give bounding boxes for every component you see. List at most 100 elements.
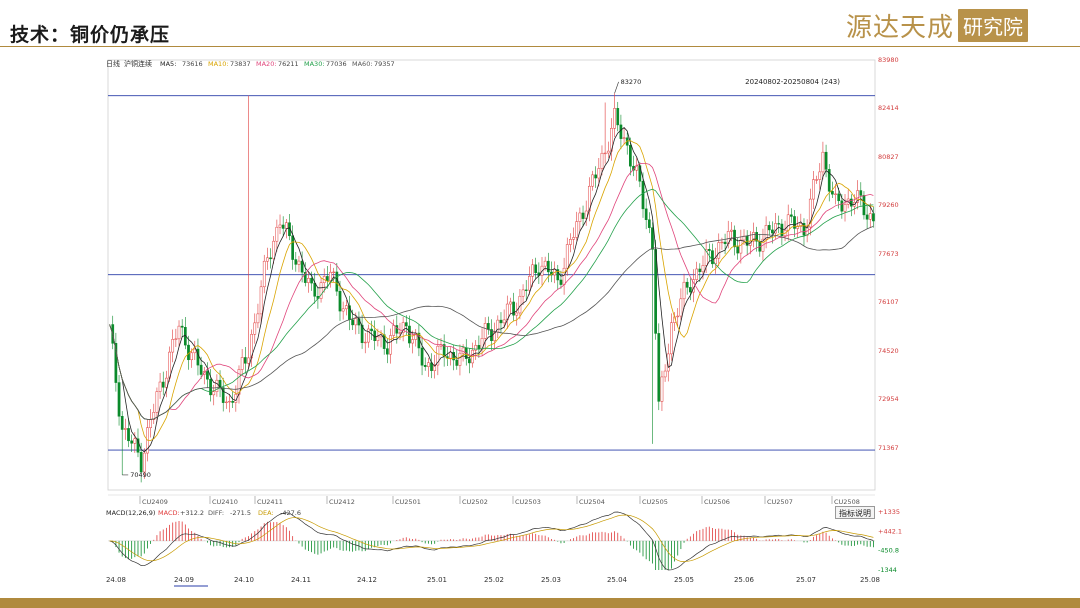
candle-body [360,324,364,344]
candle-body [616,108,620,126]
candle-body [688,287,692,293]
ma10-line [109,140,874,441]
diff-line [109,511,874,571]
candle-body [354,318,358,326]
macd-name: MACD(12,26,9) [106,509,155,517]
candle-body [859,190,863,196]
candle-body [139,452,143,473]
macd-item-value: -271.5 [230,509,251,517]
candle-body [534,264,538,273]
candle-body [644,208,648,220]
candle-body [385,348,389,355]
candle-body [720,241,724,244]
candle-body [518,295,522,314]
candle-body [120,416,124,430]
candle-body [546,260,550,273]
date-tick-label: 24.08 [106,576,126,584]
candle-body [824,151,828,170]
candle-body [326,276,329,281]
candle-body [569,239,572,245]
candle-body [868,213,872,220]
candle-body [575,221,579,238]
date-tick-label: 25.08 [860,576,880,584]
candle-body [524,289,528,291]
candle-body [458,352,462,366]
candle-body [543,260,547,267]
candle-body [641,180,645,210]
candle-body [212,391,216,396]
candle-body [701,265,705,273]
candle-body [158,381,162,392]
ma-legend-value: 79357 [374,60,395,68]
candle-body [827,169,831,192]
price-tick-label: 74520 [878,347,899,355]
candle-body [313,282,317,297]
contract-label: CU2411 [257,498,283,506]
candle-body [243,357,247,364]
candle-body [370,328,373,332]
candle-body [657,333,661,402]
ma-legend-value: 73837 [230,60,251,68]
candle-body [793,216,796,229]
logo-badge: 研究院 [958,8,1029,42]
contract-label: CU2501 [395,498,421,506]
candle-body [493,331,497,342]
candle-body [736,246,740,254]
contract-label: CU2505 [642,498,668,506]
candle-body [329,271,332,281]
candle-body [802,223,806,236]
high-marker-line [614,81,619,94]
candle-body [685,281,689,288]
footer-bar [0,598,1080,608]
candle-body [275,226,279,242]
candle-body [777,223,781,225]
candle-body [133,438,137,444]
candle-body [676,315,680,318]
candle-body [127,428,130,442]
candle-body [344,305,348,310]
indicator-help-button[interactable]: 指标说明 [835,506,875,519]
candle-body [790,214,793,217]
candle-body [319,282,323,299]
date-tick-label: 24.10 [234,576,254,584]
candle-body [499,319,503,324]
contract-label: CU2508 [834,498,860,506]
candle-body [521,289,525,297]
candle-body [474,345,478,351]
candle-body [799,223,803,227]
ma-legend-value: 73616 [182,60,203,68]
candle-body [600,152,604,169]
candle-body [796,226,800,229]
candle-body [117,382,121,417]
candle-body [142,452,146,473]
candle-body [531,264,534,277]
candle-body [502,319,506,324]
candle-body [556,269,560,281]
brand-logo: 源达天成 研究院 [846,8,1029,43]
candle-body [856,190,859,203]
ma-legend-name: MA60: [352,60,373,68]
candle-body [338,290,342,312]
date-tick-label: 25.01 [427,576,447,584]
price-tick-label: 76107 [878,298,899,306]
macd-item-name: DIFF: [208,509,224,517]
candle-body [165,377,168,388]
macd-item-value: +312.2 [180,509,204,517]
candle-body [730,229,733,232]
macd-tick-label: -1344 [878,566,897,574]
contract-label: CU2504 [579,498,605,506]
candle-body [297,260,301,265]
candle-body [752,232,755,242]
period-label: 日线 [106,59,120,68]
candle-body [872,213,875,222]
candle-body [821,151,825,173]
candle-body [739,239,743,254]
candle-body [389,335,392,355]
candle-body [114,343,118,383]
candle-body [780,223,784,237]
candle-body [865,214,869,220]
candle-body [259,286,263,315]
candle-body [695,268,699,280]
ma-legend-name: MA30: [304,60,325,68]
candle-body [272,240,276,260]
